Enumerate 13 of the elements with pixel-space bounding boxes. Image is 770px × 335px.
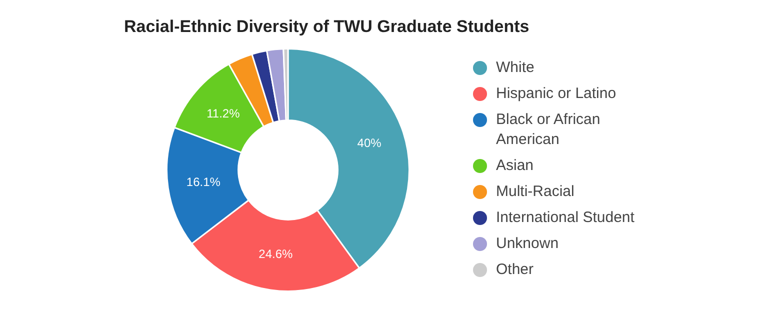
data-label: 40% — [357, 136, 382, 150]
data-label: 16.1% — [186, 174, 221, 189]
legend-label: Black or African American — [496, 110, 602, 150]
legend-label: Other — [496, 260, 534, 280]
data-label: 11.2% — [206, 106, 240, 121]
legend-label: Asian — [496, 156, 534, 176]
chart-title: Racial-Ethnic Diversity of TWU Graduate Students — [124, 17, 530, 37]
legend-label: Multi-Racial — [496, 182, 574, 202]
legend-label: White — [496, 58, 534, 78]
legend-label: Hispanic or Latino — [496, 84, 616, 104]
legend-label: International Student — [496, 208, 634, 228]
legend-label: Unknown — [496, 234, 559, 254]
data-label: 24.6% — [258, 246, 294, 261]
